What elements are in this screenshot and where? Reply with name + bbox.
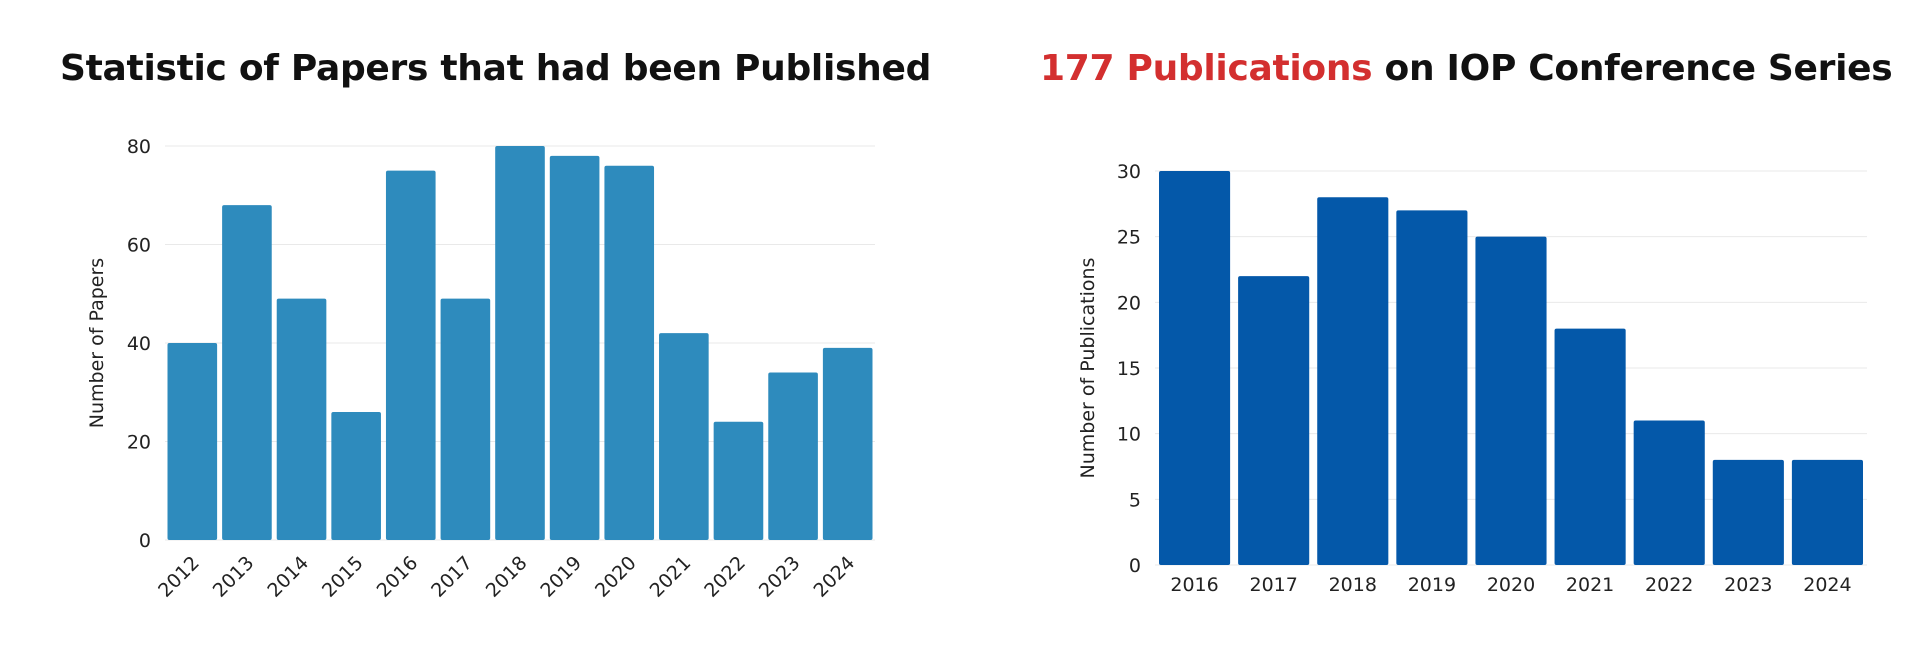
y-tick-label: 20 [127,432,151,454]
bar-2024 [822,347,873,540]
bar-2012 [167,343,218,540]
bar-2019 [1396,210,1468,565]
x-tick-label: 2024 [1803,574,1851,596]
y-axis-label: Number of Publications [1077,258,1099,479]
x-tick-label: 2023 [1724,574,1772,596]
bar-2014 [276,298,327,540]
bar-2018 [1317,197,1389,565]
x-tick-label: 2021 [1566,574,1614,596]
y-tick-label: 0 [1129,555,1141,577]
y-tick-label: 60 [127,235,151,257]
chart-title-papers: Statistic of Papers that had been Publis… [60,48,932,89]
bar-2015 [331,411,381,540]
x-tick-label: 2019 [1408,574,1456,596]
chart-title-publications: 177 Publications on IOP Conference Serie… [1040,48,1893,89]
title-highlight: 177 Publications [1040,48,1373,89]
bar-2024 [1791,459,1863,565]
bar-2017 [1238,276,1310,565]
bar-2021 [659,333,709,540]
bar-2016 [1159,171,1231,565]
y-tick-label: 80 [127,136,151,158]
bar-2023 [768,372,818,540]
y-tick-label: 40 [127,333,151,355]
y-tick-label: 0 [139,530,151,552]
y-tick-label: 30 [1117,161,1141,183]
bar-2022 [1633,420,1705,565]
y-axis-label: Number of Papers [86,258,108,428]
y-tick-label: 20 [1117,292,1141,314]
y-tick-label: 25 [1117,227,1141,249]
bar-2018 [495,146,545,540]
bar-2019 [549,155,600,540]
bar-2022 [713,421,764,540]
x-tick-label: 2018 [1329,574,1377,596]
x-tick-label: 2016 [1170,574,1218,596]
bar-2013 [222,205,272,540]
bar-2016 [385,170,436,540]
bar-2020 [604,165,655,540]
bar-2017 [440,298,491,540]
y-tick-label: 10 [1117,424,1141,446]
x-tick-label: 2022 [1645,574,1693,596]
bar-2020 [1475,236,1547,565]
x-tick-label: 2017 [1249,574,1297,596]
bar-2021 [1554,328,1626,565]
bar-2023 [1712,459,1784,565]
y-tick-label: 5 [1129,489,1141,511]
title-rest: on IOP Conference Series [1372,48,1893,89]
x-tick-label: 2020 [1487,574,1535,596]
y-tick-label: 15 [1117,358,1141,380]
